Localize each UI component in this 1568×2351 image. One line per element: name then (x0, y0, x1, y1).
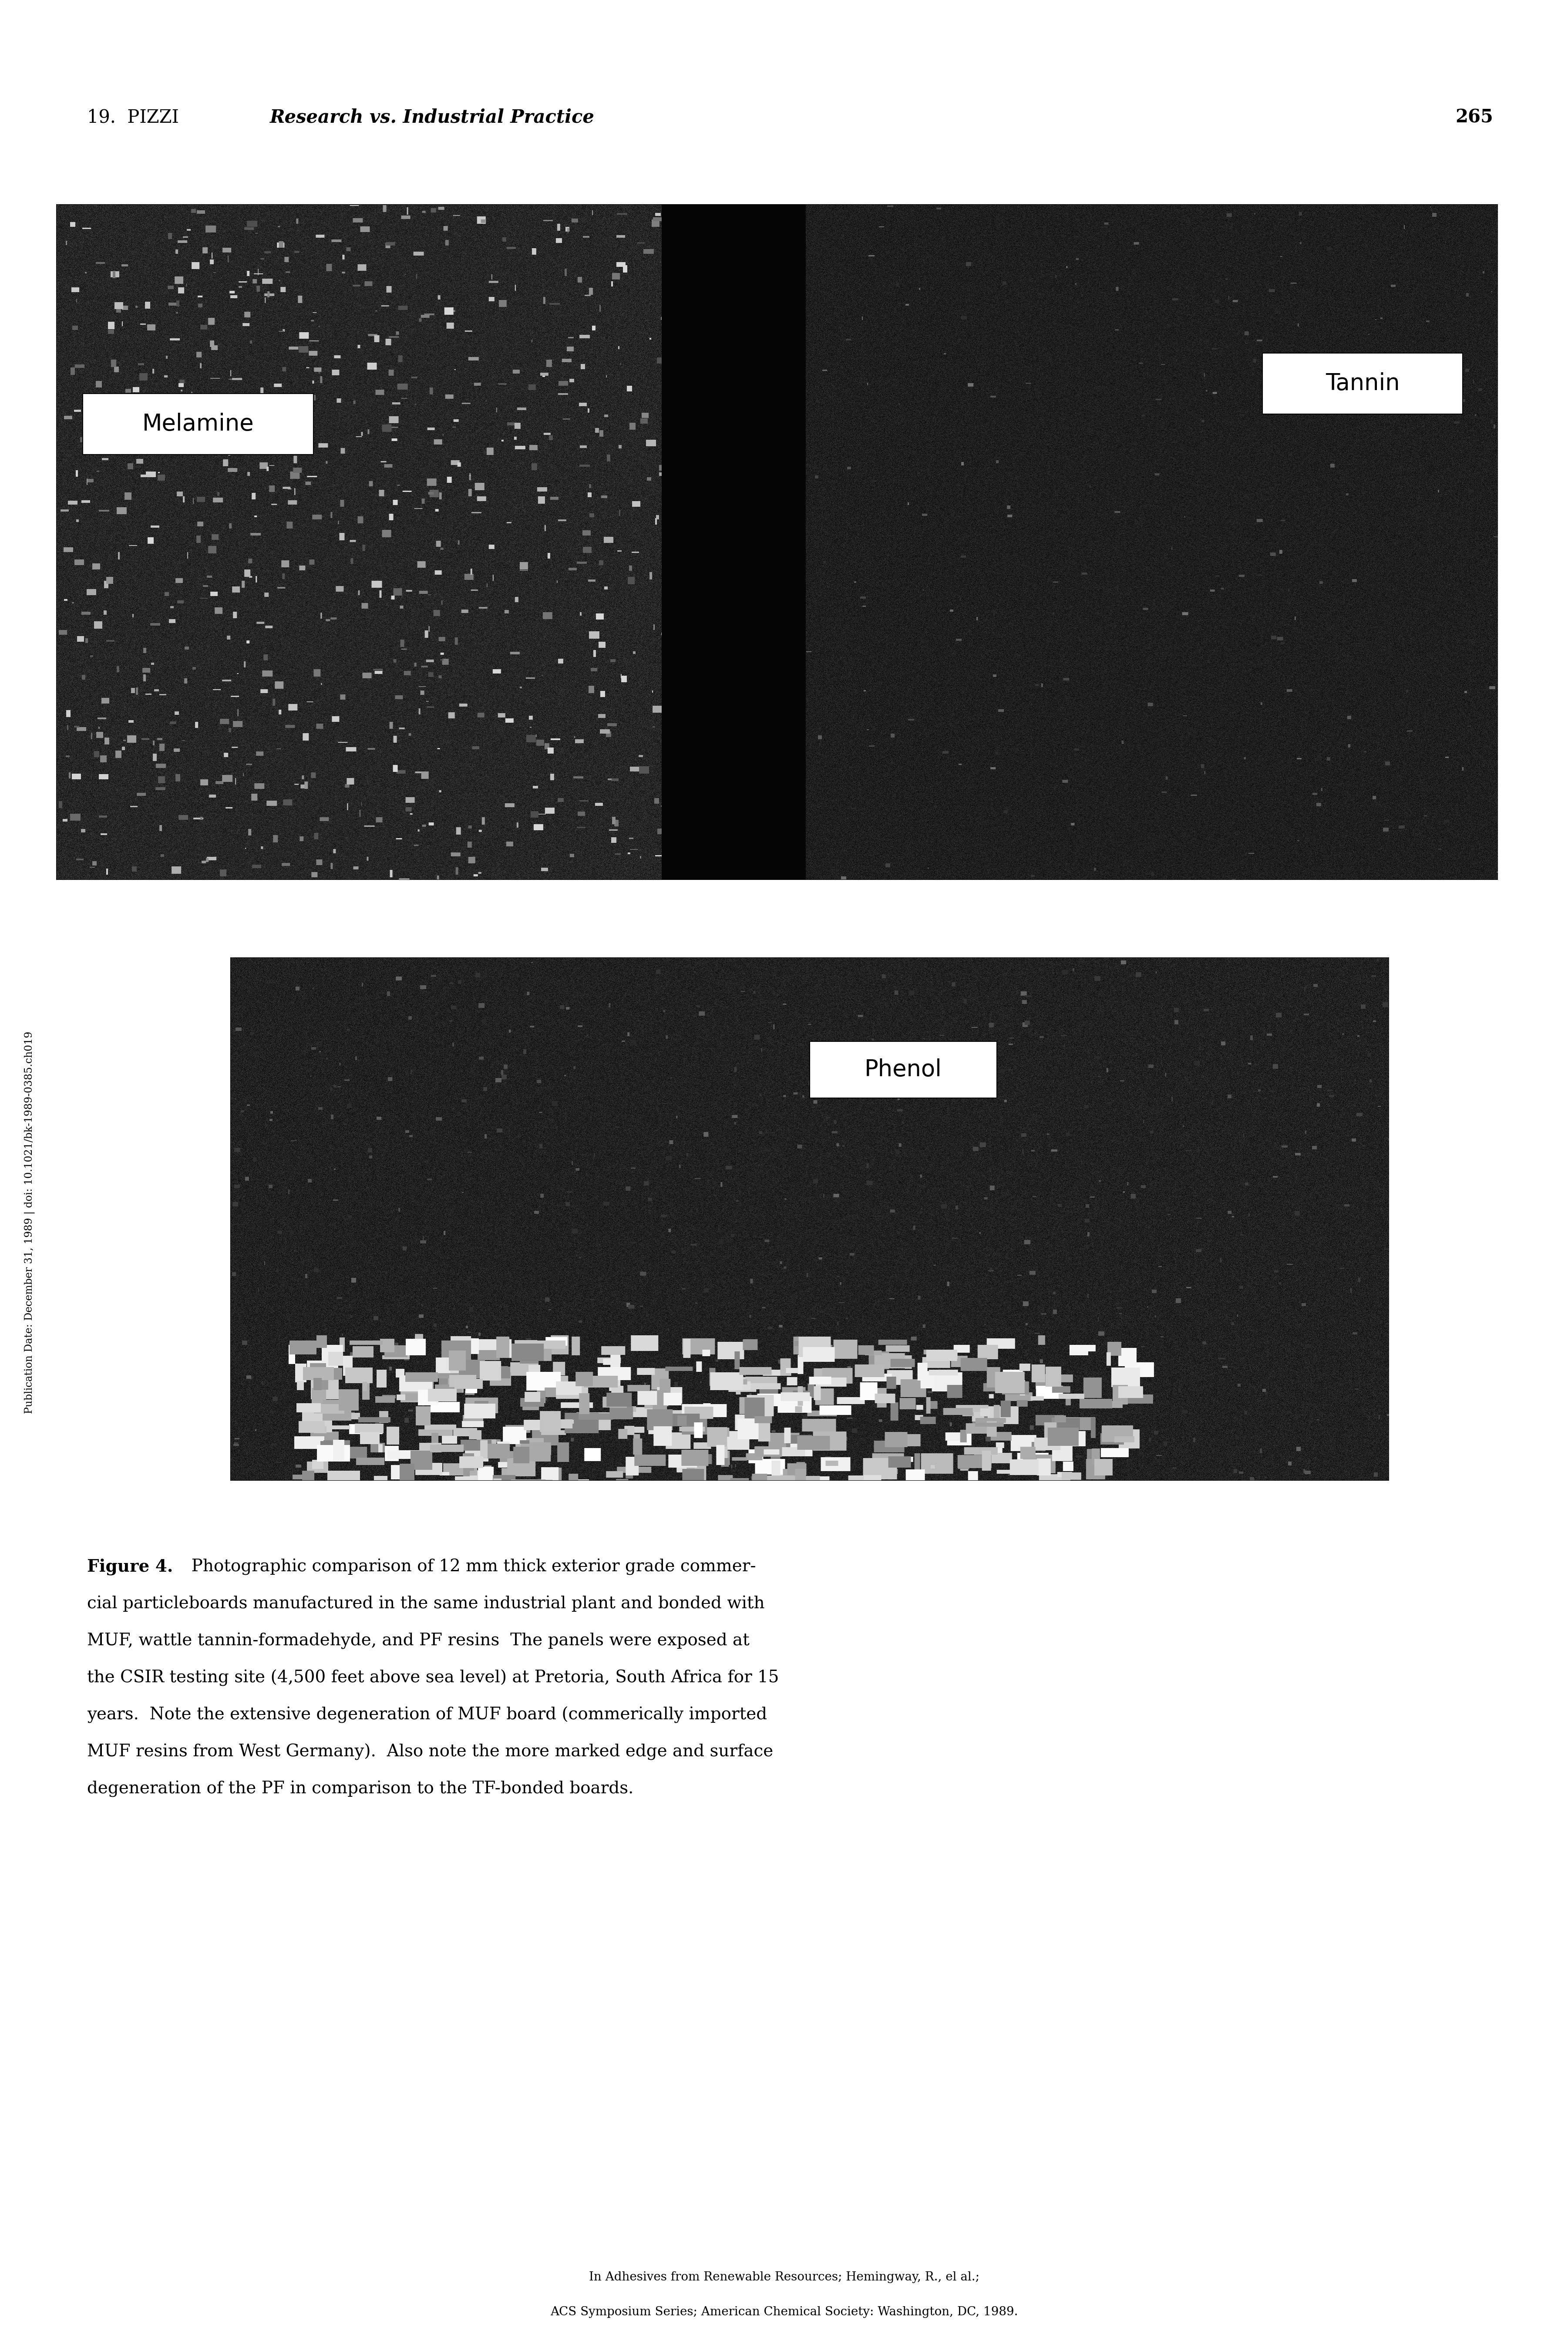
Text: In Adhesives from Renewable Resources; Hemingway, R., el al.;: In Adhesives from Renewable Resources; H… (588, 2271, 980, 2283)
Text: Phenol: Phenol (864, 1058, 942, 1081)
Text: Research vs. Industrial Practice: Research vs. Industrial Practice (270, 108, 594, 127)
Text: 19.  PIZZI: 19. PIZZI (88, 108, 179, 127)
FancyBboxPatch shape (809, 1041, 997, 1098)
Text: years.  Note the extensive degeneration of MUF board (commerically imported: years. Note the extensive degeneration o… (88, 1707, 767, 1723)
Text: Figure 4.: Figure 4. (88, 1559, 172, 1575)
Text: cial particleboards manufactured in the same industrial plant and bonded with: cial particleboards manufactured in the … (88, 1596, 765, 1613)
Text: degeneration of the PF in comparison to the TF-bonded boards.: degeneration of the PF in comparison to … (88, 1780, 633, 1796)
Text: Publication Date: December 31, 1989 | doi: 10.1021/bk-1989-0385.ch019: Publication Date: December 31, 1989 | do… (24, 1032, 34, 1413)
FancyBboxPatch shape (1262, 353, 1463, 414)
FancyBboxPatch shape (83, 393, 314, 454)
Bar (662, 205, 806, 879)
Text: MUF, wattle tannin-formadehyde, and PF resins  The panels were exposed at: MUF, wattle tannin-formadehyde, and PF r… (88, 1632, 750, 1648)
Text: the CSIR testing site (4,500 feet above sea level) at Pretoria, South Africa for: the CSIR testing site (4,500 feet above … (88, 1669, 779, 1686)
Text: Melamine: Melamine (143, 414, 254, 435)
Text: 265: 265 (1455, 108, 1493, 127)
Bar (230, 957, 1389, 1481)
Text: Photographic comparison of 12 mm thick exterior grade commer-: Photographic comparison of 12 mm thick e… (180, 1559, 756, 1575)
Bar (56, 205, 1497, 879)
Text: ACS Symposium Series; American Chemical Society: Washington, DC, 1989.: ACS Symposium Series; American Chemical … (550, 2306, 1018, 2318)
Text: Tannin: Tannin (1325, 371, 1400, 395)
Text: MUF resins from West Germany).  Also note the more marked edge and surface: MUF resins from West Germany). Also note… (88, 1744, 773, 1761)
